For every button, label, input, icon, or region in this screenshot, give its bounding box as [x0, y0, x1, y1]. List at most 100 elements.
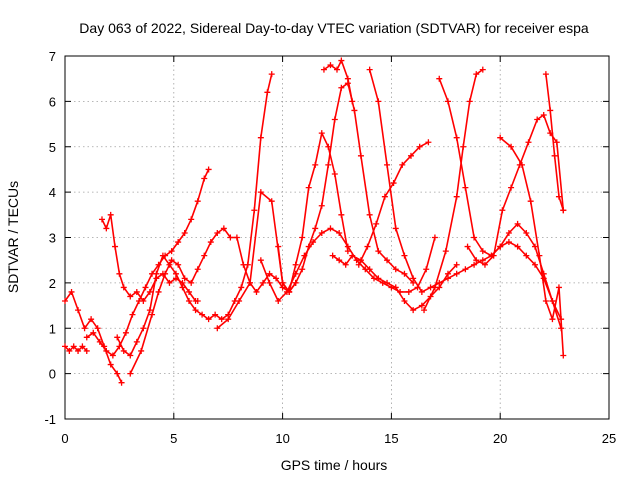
data-point: [109, 352, 116, 359]
data-point: [405, 288, 412, 295]
data-point: [312, 161, 319, 168]
data-point: [75, 347, 82, 354]
series-line: [323, 59, 353, 102]
data-point: [88, 316, 95, 323]
data-point: [555, 193, 562, 200]
data-point: [549, 316, 556, 323]
data-point: [107, 211, 114, 218]
y-tick-label: 0: [49, 367, 56, 382]
data-point: [375, 248, 382, 255]
data-point: [168, 248, 175, 255]
data-point: [338, 84, 345, 91]
x-tick-label: 25: [602, 431, 616, 446]
data-point: [364, 243, 371, 250]
data-point: [201, 175, 208, 182]
data-point: [329, 252, 336, 259]
series-trace-4: [98, 211, 201, 305]
data-point: [453, 261, 460, 268]
data-point: [473, 257, 480, 264]
data-point: [142, 284, 149, 291]
data-point: [462, 184, 469, 191]
series-trace-10: [320, 57, 356, 105]
data-point: [140, 325, 147, 332]
data-point: [192, 307, 199, 314]
data-point: [68, 288, 75, 295]
data-point: [514, 220, 521, 227]
grid-lines: [65, 56, 609, 419]
data-point: [166, 279, 173, 286]
data-point: [505, 229, 512, 236]
data-point: [201, 252, 208, 259]
data-point: [236, 298, 243, 305]
y-tick-label: -1: [44, 412, 56, 427]
series-line: [101, 214, 198, 302]
data-point: [373, 220, 380, 227]
x-axis-label: GPS time / hours: [281, 457, 388, 473]
data-point: [336, 229, 343, 236]
data-point: [159, 252, 166, 259]
data-point: [318, 130, 325, 137]
data-point: [246, 279, 253, 286]
data-point: [399, 161, 406, 168]
data-point: [560, 352, 567, 359]
data-point: [479, 257, 486, 264]
data-point: [473, 71, 480, 78]
data-point: [194, 298, 201, 305]
data-point: [112, 243, 119, 250]
data-point: [351, 107, 358, 114]
data-point: [188, 216, 195, 223]
data-point: [153, 270, 160, 277]
data-point: [275, 243, 282, 250]
data-point: [75, 307, 82, 314]
data-point: [146, 288, 153, 295]
x-tick-label: 5: [170, 431, 177, 446]
x-tick-label: 10: [275, 431, 289, 446]
series-line: [64, 291, 123, 384]
data-point: [471, 234, 478, 241]
data-point: [375, 98, 382, 105]
y-tick-label: 2: [49, 276, 56, 291]
data-point: [96, 338, 103, 345]
data-point: [225, 316, 232, 323]
x-tick-label: 15: [384, 431, 398, 446]
data-point: [416, 143, 423, 150]
data-point: [266, 270, 273, 277]
series-trace-13: [366, 66, 565, 323]
data-point: [401, 252, 408, 259]
data-point: [275, 298, 282, 305]
data-point: [114, 370, 121, 377]
data-point: [425, 139, 432, 146]
data-point: [149, 311, 156, 318]
data-point: [401, 298, 408, 305]
data-point: [122, 329, 129, 336]
series-line: [499, 137, 565, 356]
data-point: [140, 298, 147, 305]
data-point: [344, 243, 351, 250]
data-point: [83, 334, 90, 341]
data-point: [542, 71, 549, 78]
data-point: [325, 161, 332, 168]
data-point: [257, 257, 264, 264]
data-point: [257, 189, 264, 196]
data-point: [534, 116, 541, 123]
data-point: [344, 75, 351, 82]
data-point: [172, 270, 179, 277]
data-point: [499, 207, 506, 214]
data-point: [444, 98, 451, 105]
data-point: [442, 248, 449, 255]
data-point: [299, 266, 306, 273]
data-point: [175, 239, 182, 246]
data-point: [66, 347, 73, 354]
series-trace-15: [421, 66, 486, 314]
data-point: [547, 107, 554, 114]
data-point: [103, 347, 110, 354]
data-point: [366, 211, 373, 218]
data-point: [436, 75, 443, 82]
data-point: [70, 343, 77, 350]
data-point: [233, 234, 240, 241]
data-point: [401, 270, 408, 277]
data-point: [292, 270, 299, 277]
y-tick-label: 6: [49, 94, 56, 109]
data-point: [257, 134, 264, 141]
